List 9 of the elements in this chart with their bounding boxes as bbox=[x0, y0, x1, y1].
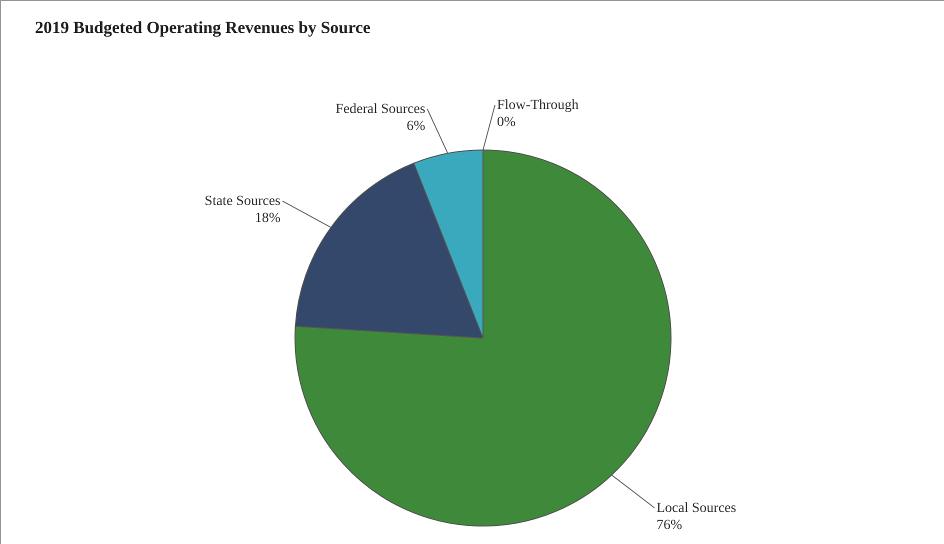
slice-label: Federal Sources bbox=[336, 102, 426, 118]
data-label: 76% bbox=[656, 518, 682, 533]
data-label: 6% bbox=[406, 119, 426, 134]
slice-label: Local Sources bbox=[656, 500, 736, 516]
slice-label: State Sources bbox=[204, 194, 280, 210]
category-label: Flow-Through bbox=[497, 98, 579, 113]
text: 0% bbox=[497, 115, 516, 130]
data-label: 18% bbox=[254, 211, 281, 226]
chart-title: 2019 Budgeted Operating Revenues by Source bbox=[35, 18, 371, 37]
